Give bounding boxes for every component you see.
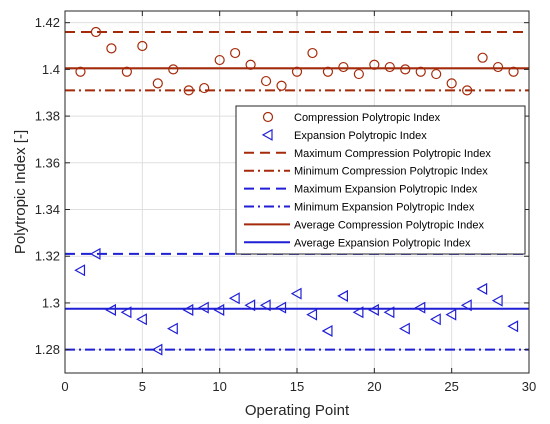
y-tick-label: 1.32 [35,249,60,264]
expansion-point [136,313,147,326]
compression-point [137,40,148,52]
expansion-point [507,320,519,333]
expansion-point [414,301,426,314]
compression-point [400,64,411,75]
y-tick-label: 1.28 [35,342,60,357]
compression-point [183,85,194,96]
y-tick-label: 1.3 [42,295,60,310]
compression-point [168,64,179,75]
expansion-point [259,299,271,312]
expansion-point [476,282,488,295]
compression-point [121,66,132,77]
compression-point [492,61,504,73]
compression-point [90,26,102,38]
expansion-point [337,289,348,302]
compression-point [291,66,303,77]
y-tick-label: 1.42 [35,15,60,30]
compression-point [431,68,442,80]
expansion-point [120,306,132,319]
expansion-point [290,287,302,300]
expansion-point [275,301,287,314]
compression-point [508,66,519,77]
legend-label: Compression Polytropic Index [294,112,441,124]
legend-box [235,105,526,255]
x-tick-label: 10 [212,379,226,394]
compression-point [106,43,117,54]
compression-point [477,52,488,63]
compression-point [214,54,225,66]
y-tick-label: 1.34 [35,202,60,217]
compression-point [353,68,364,80]
legend-label: Minimum Compression Polytropic Index [294,166,488,178]
legend-label: Minimum Expansion Polytropic Index [294,202,475,214]
legend-label: Average Expansion Polytropic Index [294,237,471,249]
compression-point [199,82,210,94]
x-tick-label: 25 [444,379,458,394]
expansion-point [105,303,117,316]
x-axis-title: Operating Point [245,402,350,419]
expansion-point [244,299,256,312]
compression-point [260,75,272,87]
expansion-point [429,313,441,326]
expansion-point [197,301,209,314]
expansion-point [167,322,178,335]
legend-label: Average Compression Polytropic Index [294,219,484,231]
expansion-point [151,343,163,356]
expansion-point [383,306,395,319]
compression-point [322,66,334,77]
expansion-point [368,303,379,316]
compression-point [446,78,457,89]
legend-label: Maximum Expansion Polytropic Index [294,184,478,196]
legend: Compression Polytropic Index Expansion Po… [235,105,526,255]
legend-marker [262,111,274,123]
expansion-point [399,322,410,335]
expansion-point [182,303,194,316]
compression-point [75,66,86,77]
compression-point [369,59,380,70]
legend-label: Maximum Compression Polytropic Index [294,148,491,160]
y-tick-label: 1.36 [35,155,60,170]
expansion-point [213,303,225,316]
compression-point [245,59,256,70]
legend-marker [261,128,273,141]
expansion-point [321,324,333,337]
series-layer [65,26,529,356]
compression-point [415,66,426,77]
x-tick-label: 15 [290,379,304,394]
x-tick-label: 0 [61,379,68,394]
x-tick-label: 20 [367,379,381,394]
expansion-point [74,264,86,277]
x-tick-label: 5 [139,379,146,394]
expansion-point [491,294,503,307]
expansion-point [460,299,472,312]
compression-point [307,47,318,59]
y-tick-label: 1.38 [35,109,60,124]
x-tick-label: 30 [522,379,536,394]
expansion-point [306,308,318,321]
compression-point [276,80,287,91]
compression-point [384,61,395,73]
expansion-point [228,292,240,305]
axes: 0 5 10 15 20 25 30 1.28 1.3 1.32 1.34 1.36 1.38 1.4 1.… [35,10,536,394]
expansion-point [89,247,101,260]
y-tick-label: 1.4 [42,62,60,77]
expansion-point [352,306,364,319]
compression-point [338,61,349,73]
compression-point [462,85,473,96]
compression-point [230,47,241,59]
y-axis-title: Polytropic Index [-] [12,130,29,254]
legend-label: Expansion Polytropic Index [294,130,427,142]
expansion-point [445,308,457,321]
compression-point [152,78,163,89]
